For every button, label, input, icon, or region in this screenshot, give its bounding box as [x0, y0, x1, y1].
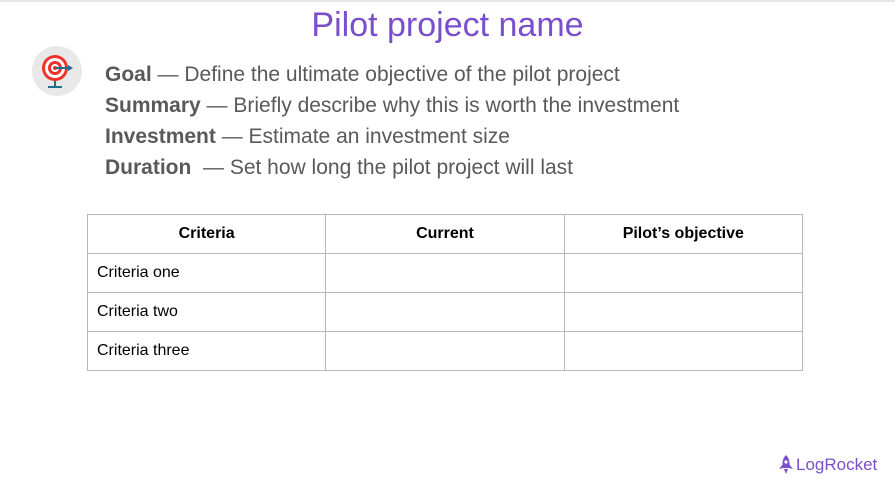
table-row: Criteria three — [86, 331, 804, 371]
header-current: Current — [325, 214, 565, 254]
table-cell — [563, 331, 804, 371]
page-title: Pilot project name — [311, 6, 584, 44]
goal-line: Goal — Define the ultimate objective of … — [105, 63, 620, 86]
top-divider — [0, 0, 895, 2]
header-objective: Pilot’s objective — [563, 214, 804, 254]
table-cell: Criteria three — [86, 331, 327, 371]
target-icon — [32, 46, 82, 96]
table-row: Criteria two — [86, 292, 804, 332]
table-cell — [325, 253, 565, 293]
table-row: Criteria one — [86, 253, 804, 293]
table-cell — [563, 292, 804, 332]
table-cell: Criteria two — [86, 292, 327, 332]
table-cell — [325, 292, 565, 332]
rocket-icon — [779, 455, 793, 474]
duration-line: Duration — Set how long the pilot projec… — [105, 156, 574, 179]
table-header: Criteria Current Pilot’s objective — [86, 214, 804, 254]
header-criteria: Criteria — [86, 214, 327, 254]
investment-line: Investment — Estimate an investment size — [105, 125, 510, 148]
summary-line: Summary — Briefly describe why this is w… — [105, 94, 680, 117]
table-cell — [325, 331, 565, 371]
criteria-table: Criteria Current Pilot’s objective Crite… — [86, 214, 804, 371]
table-cell — [563, 253, 804, 293]
logrocket-logo: LogRocket — [779, 455, 877, 475]
table-cell: Criteria one — [86, 253, 327, 293]
project-details: Goal — Define the ultimate objective of … — [105, 59, 679, 183]
